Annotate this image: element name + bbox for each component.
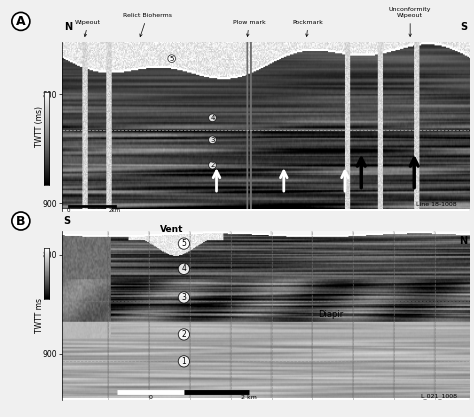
Text: S: S bbox=[460, 22, 467, 32]
Y-axis label: TWTT ms: TWTT ms bbox=[35, 298, 44, 333]
Text: Unconformity
Wipeout: Unconformity Wipeout bbox=[389, 7, 431, 36]
Text: N: N bbox=[459, 236, 467, 246]
Text: A: A bbox=[16, 15, 26, 28]
Text: 3: 3 bbox=[182, 293, 186, 302]
Text: Diapir: Diapir bbox=[319, 310, 344, 319]
Text: 5: 5 bbox=[170, 55, 174, 62]
Text: 4: 4 bbox=[210, 115, 215, 121]
Text: Wipeout: Wipeout bbox=[75, 20, 101, 37]
Text: Line 18-1008: Line 18-1008 bbox=[416, 203, 457, 208]
Text: Pockmark: Pockmark bbox=[293, 20, 324, 36]
Text: L_021_1008: L_021_1008 bbox=[420, 393, 457, 399]
Text: N: N bbox=[64, 22, 72, 32]
Text: 4: 4 bbox=[182, 264, 186, 274]
Text: 2 km: 2 km bbox=[241, 395, 256, 400]
Text: 1: 1 bbox=[182, 357, 186, 366]
Text: 0: 0 bbox=[67, 208, 71, 213]
Text: 5: 5 bbox=[182, 239, 186, 248]
Text: 2km: 2km bbox=[109, 208, 121, 213]
Text: B: B bbox=[16, 214, 26, 228]
Text: 3: 3 bbox=[210, 137, 215, 143]
Text: Vent: Vent bbox=[160, 225, 183, 234]
Text: Plow mark: Plow mark bbox=[233, 20, 265, 36]
Y-axis label: TWTT (ms): TWTT (ms) bbox=[35, 106, 44, 147]
Text: 2: 2 bbox=[182, 330, 186, 339]
Text: 0: 0 bbox=[148, 395, 152, 400]
Text: S: S bbox=[64, 216, 71, 226]
Text: Relict Bioherms: Relict Bioherms bbox=[123, 13, 172, 37]
Text: 2: 2 bbox=[210, 162, 215, 168]
